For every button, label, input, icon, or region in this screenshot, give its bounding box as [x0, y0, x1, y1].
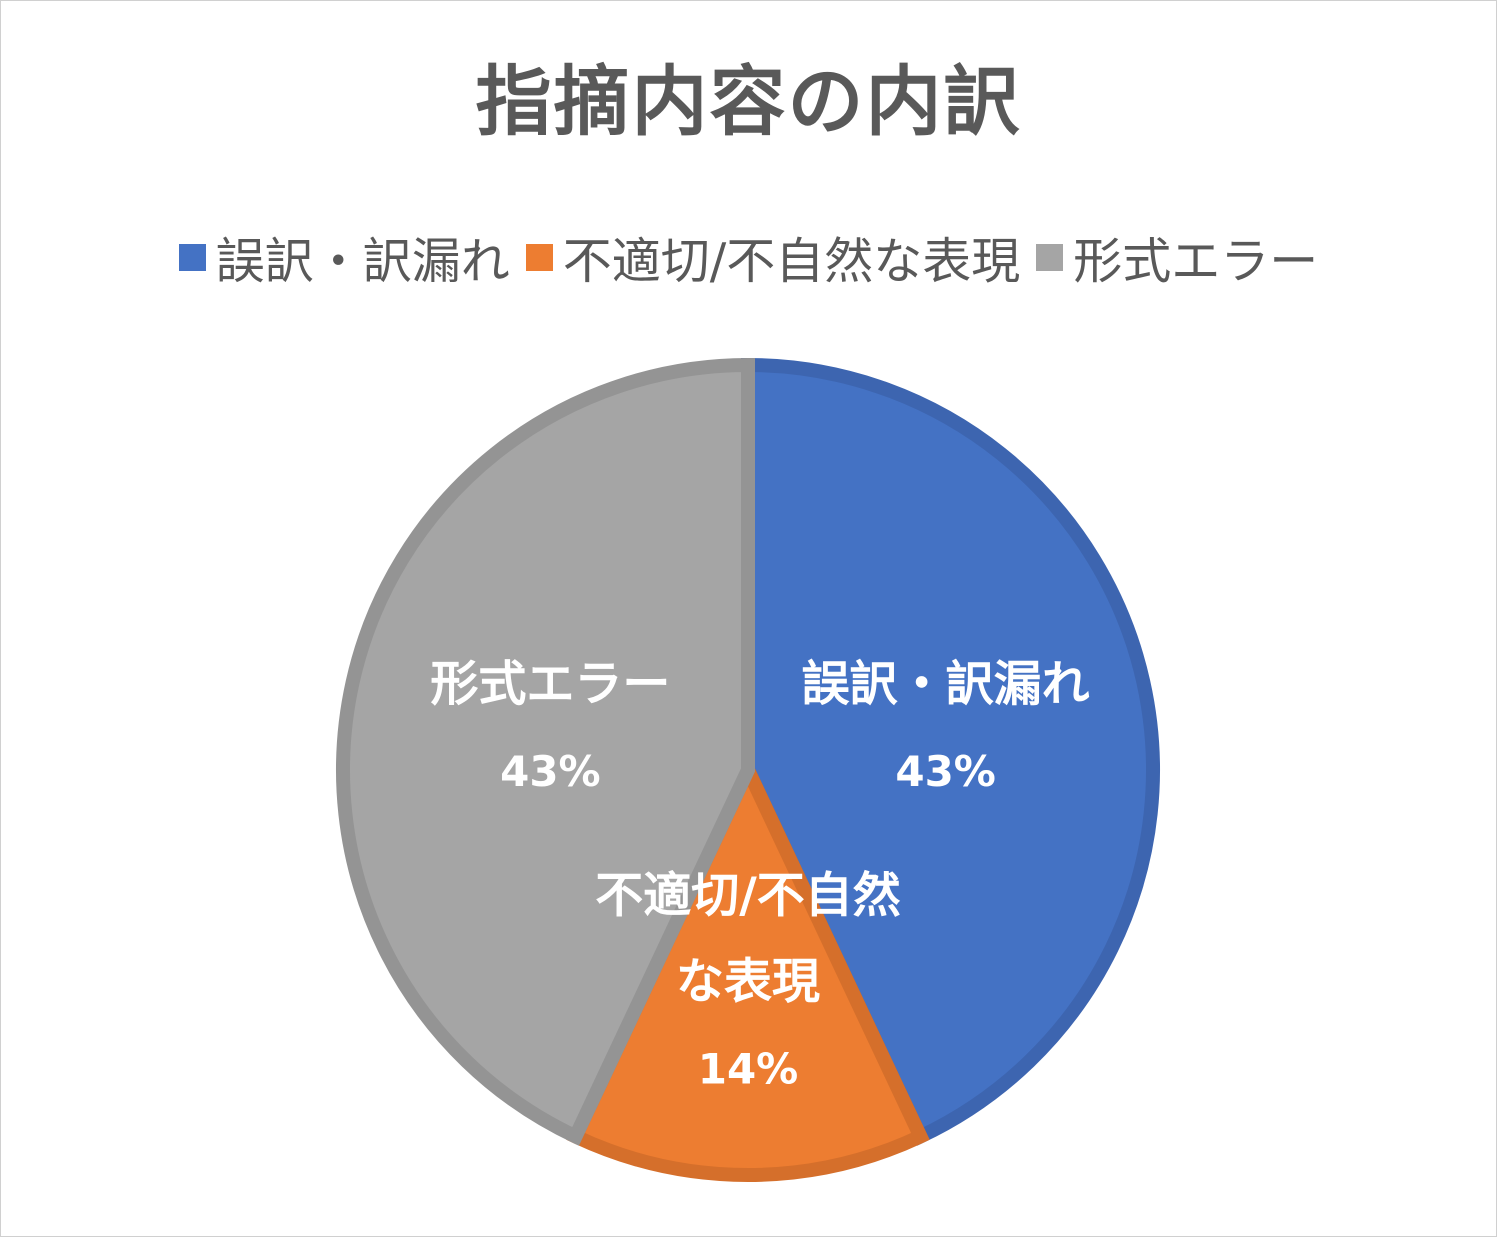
chart-title: 指摘内容の内訳	[475, 57, 1022, 146]
data-label-value: 43%	[895, 747, 996, 796]
data-label-category: な表現	[676, 954, 820, 1010]
slice-mistranslation[interactable]	[741, 357, 1160, 1146]
data-label-value: 14%	[698, 1045, 799, 1094]
legend-swatch	[1036, 243, 1064, 271]
legend-label: 形式エラー	[1073, 232, 1319, 290]
legend-swatch	[525, 243, 553, 271]
data-label-category: 誤訳・訳漏れ	[802, 656, 1090, 712]
legend-item-mistranslation[interactable]: 誤訳・訳漏れ	[178, 222, 510, 293]
legend-swatch	[178, 243, 206, 271]
data-label-category: 形式エラー	[430, 656, 670, 712]
slice-inappropriate-expression[interactable]	[566, 753, 930, 1182]
pie-slices	[336, 357, 1160, 1182]
data-label-mistranslation: 誤訳・訳漏れ 43%	[802, 656, 1090, 796]
data-label-value: 43%	[500, 747, 601, 796]
legend-label: 不適切/不自然な表現	[562, 232, 1021, 290]
data-label-format-error: 形式エラー 43%	[430, 656, 670, 796]
data-label-category: 不適切/不自然	[595, 868, 901, 924]
slice-format-error[interactable]	[336, 357, 755, 1146]
legend-item-inappropriate-expression[interactable]: 不適切/不自然な表現	[525, 222, 1021, 293]
legend: 誤訳・訳漏れ 不適切/不自然な表現 形式エラー	[0, 222, 1497, 292]
legend-label: 誤訳・訳漏れ	[215, 232, 510, 290]
data-label-inappropriate-expression: 不適切/不自然な表現 14%	[595, 868, 901, 1094]
legend-item-format-error[interactable]: 形式エラー	[1036, 222, 1318, 293]
pie-data-labels: 誤訳・訳漏れ 43% 不適切/不自然な表現 14% 形式エラー 43%	[430, 656, 1089, 1094]
